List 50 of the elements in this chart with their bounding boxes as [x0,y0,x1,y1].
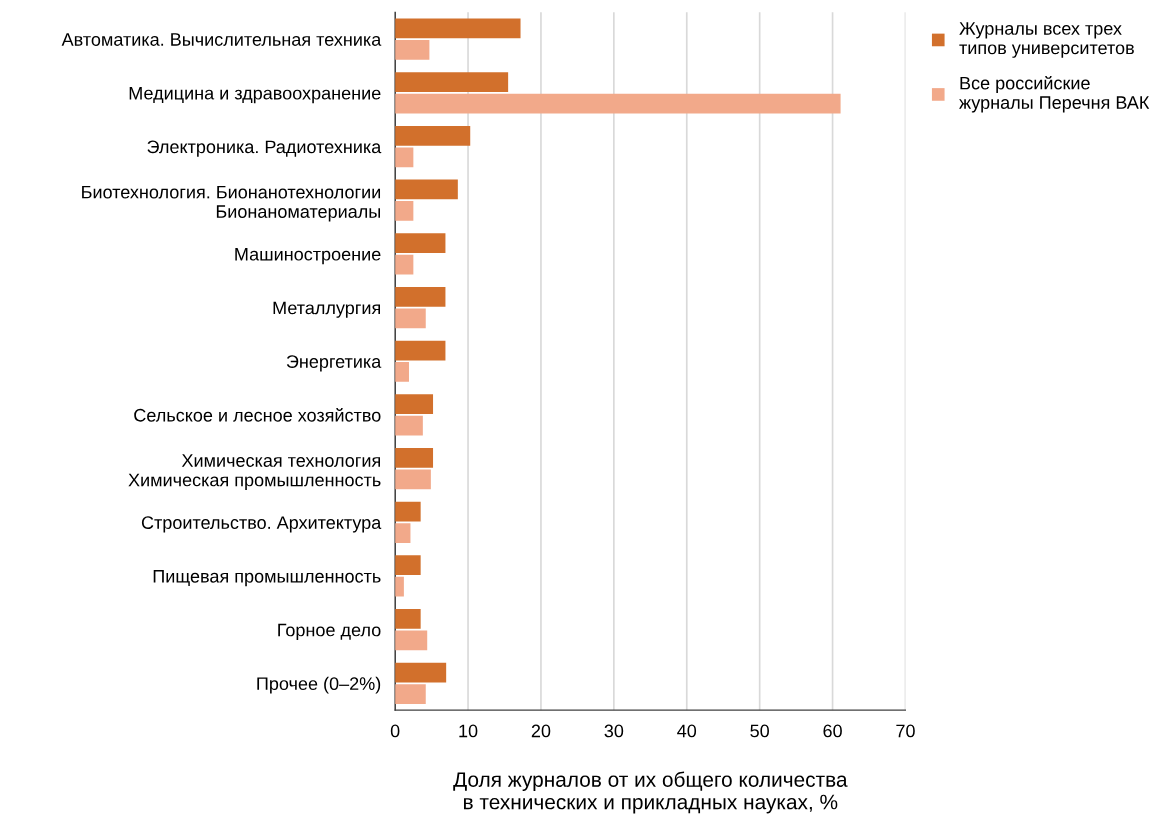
bar [395,179,458,200]
bar [395,609,421,629]
x-axis-title: Доля журналов от их общего количества в технических и прикладных науках, % [453,771,848,814]
bar [395,501,421,522]
y-tick-label: Химическая технология Химическая промышленность [128,454,381,490]
bar [395,72,509,92]
y-tick-label: Прочее (0–2%) [257,676,381,694]
bar [395,308,426,329]
legend-label: Журналы всех трех типов университетов [959,22,1134,58]
bar [395,447,434,468]
bar [395,630,428,651]
x-tick-label: 20 [531,724,551,738]
bar [395,233,446,254]
bar [395,254,414,275]
bar [395,555,421,576]
y-tick-label: Энергетика [286,355,382,372]
x-tick-label: 50 [750,724,769,738]
y-tick-label: Строительство. Архитектура [141,516,382,533]
bar [395,394,434,415]
bar [395,684,426,704]
bar [395,469,431,490]
x-tick-label: 30 [604,724,624,738]
bar [395,362,409,382]
y-tick-label: Машиностроение [235,248,381,265]
x-tick-label: 10 [459,724,478,738]
y-tick-label: Пищевая промышленность [153,570,381,587]
bar [395,415,423,436]
y-tick-label: Металлургия [273,301,380,318]
y-tick-label: Медицина и здравоохранение [129,86,381,104]
y-tick-label: Автоматика. Вычислительная техника [61,33,382,46]
x-tick-label: 70 [896,724,915,738]
bar [395,40,430,60]
bar [395,523,411,543]
bar [395,576,404,597]
bar [395,201,414,221]
bar [395,147,414,168]
bar [395,125,471,146]
legend-label: Все российские журналы Перечня ВАК [959,75,1150,113]
y-tick-label: Горное дело [278,623,381,640]
y-tick-label: Электроника. Радиотехника [147,140,382,157]
x-tick-label: 0 [390,724,400,738]
bar [395,93,841,114]
y-tick-label: Сельское и лесное хозяйство [134,408,381,422]
bar [395,662,447,683]
bar [395,286,446,307]
bar [395,18,521,39]
x-tick-label: 40 [677,724,697,738]
y-tick-label: Биотехнология. Бионанотехнологии Бионаноматериалы [82,185,381,222]
bar [395,340,446,361]
x-tick-label: 60 [823,724,842,738]
